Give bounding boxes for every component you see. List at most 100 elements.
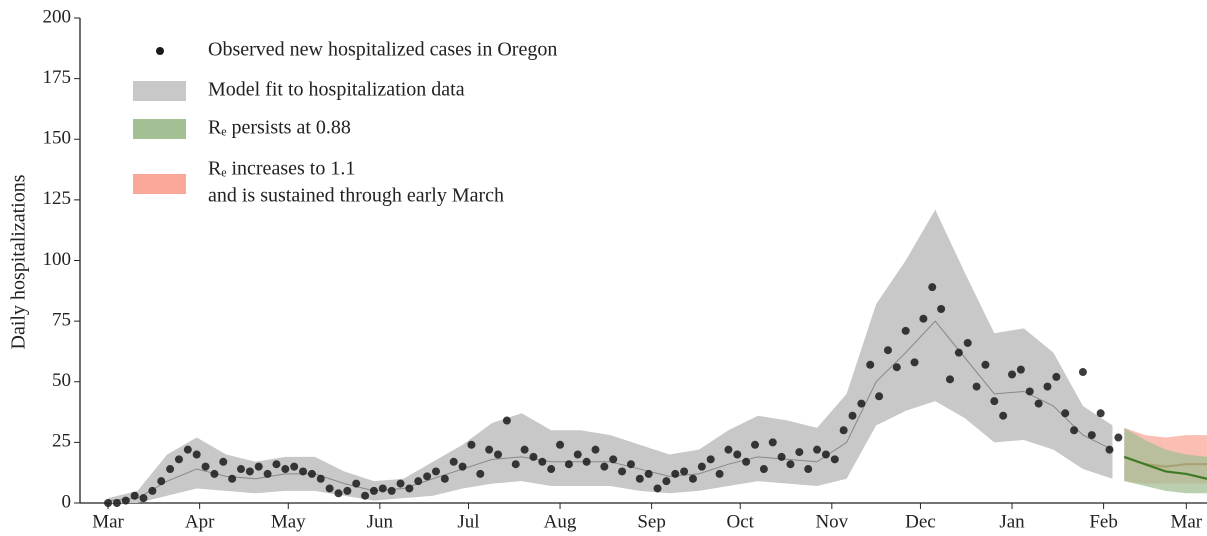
observed-point <box>1016 365 1025 374</box>
y-tick-label: 175 <box>43 67 72 88</box>
x-tick-label: Apr <box>185 511 215 532</box>
observed-point <box>937 305 946 313</box>
observed-point <box>1078 368 1087 377</box>
legend-swatch <box>133 174 186 194</box>
observed-point <box>564 460 573 469</box>
observed-point <box>875 392 884 401</box>
observed-point <box>511 460 520 469</box>
observed-point <box>325 484 334 493</box>
observed-point <box>307 469 316 478</box>
observed-point <box>981 360 990 369</box>
observed-point <box>502 416 511 425</box>
observed-point <box>892 363 901 372</box>
observed-point <box>104 499 113 507</box>
y-tick-label: 100 <box>43 249 72 270</box>
x-tick-label: Nov <box>815 511 848 532</box>
observed-point <box>848 411 857 420</box>
observed-point <box>680 467 689 476</box>
legend-label: Observed new hospitalized cases in Orego… <box>208 39 557 61</box>
observed-point <box>644 469 653 478</box>
observed-point <box>378 484 387 493</box>
band <box>108 209 1113 503</box>
observed-point <box>821 450 830 459</box>
observed-point <box>1043 382 1052 391</box>
observed-point <box>662 477 671 486</box>
y-axis-label: Daily hospitalizations <box>8 174 30 349</box>
observed-point <box>945 375 954 384</box>
observed-point <box>813 445 822 454</box>
y-tick-label: 200 <box>43 6 72 27</box>
observed-point <box>290 462 299 471</box>
observed-point <box>369 486 378 495</box>
observed-point <box>121 496 130 505</box>
observed-point <box>733 450 742 459</box>
x-tick-label: May <box>271 511 306 532</box>
x-tick-label: Aug <box>544 511 577 532</box>
observed-point <box>201 462 210 471</box>
observed-point <box>688 474 697 483</box>
observed-point <box>467 440 476 449</box>
observed-point <box>219 457 228 466</box>
observed-point <box>751 440 760 449</box>
observed-point <box>192 450 201 459</box>
observed-point <box>671 469 680 478</box>
observed-point <box>928 283 937 292</box>
observed-point <box>263 469 272 478</box>
legend-label: Rₑ increases to 1.1 <box>208 158 355 180</box>
observed-point <box>556 440 565 449</box>
observed-point <box>1052 372 1061 381</box>
observed-point <box>591 445 600 454</box>
observed-point <box>431 467 440 476</box>
observed-point <box>759 465 768 474</box>
x-tick-label: Mar <box>92 511 124 532</box>
x-tick-label: Sep <box>637 511 666 532</box>
x-tick-label: Dec <box>905 511 936 532</box>
observed-point <box>352 479 361 488</box>
observed-point <box>653 484 662 493</box>
observed-point <box>485 445 494 454</box>
observed-point <box>228 474 237 483</box>
y-tick-label: 150 <box>43 128 72 149</box>
observed-point <box>1025 387 1034 396</box>
observed-point <box>724 445 733 454</box>
observed-point <box>1114 433 1123 442</box>
observed-point <box>494 450 503 459</box>
x-tick-label: Feb <box>1089 511 1118 532</box>
x-tick-label: Jul <box>457 511 479 532</box>
observed-point <box>343 486 352 495</box>
observed-point <box>387 486 396 495</box>
x-tick-label: Jan <box>999 511 1025 532</box>
observed-point <box>414 477 423 486</box>
observed-point <box>405 484 414 493</box>
legend-swatch <box>133 81 186 101</box>
legend-label: Rₑ persists at 0.88 <box>208 117 351 139</box>
legend-swatch <box>133 119 186 139</box>
band <box>1124 427 1207 494</box>
observed-point <box>148 486 157 495</box>
observed-point <box>919 314 928 323</box>
observed-point <box>423 472 432 481</box>
observed-point <box>618 467 627 476</box>
observed-point <box>1034 399 1043 408</box>
observed-point <box>954 348 963 357</box>
observed-point <box>910 358 919 367</box>
observed-point <box>299 467 308 476</box>
observed-point <box>529 452 538 461</box>
observed-point <box>112 499 121 507</box>
observed-point <box>857 399 866 408</box>
y-tick-label: 25 <box>52 431 71 452</box>
observed-point <box>963 338 972 347</box>
observed-point <box>396 479 405 488</box>
observed-point <box>990 397 999 406</box>
observed-point <box>458 462 467 471</box>
observed-point <box>547 465 556 474</box>
observed-point <box>316 474 325 483</box>
legend-marker <box>156 47 164 55</box>
observed-point <box>538 457 547 466</box>
y-tick-label: 50 <box>52 370 71 391</box>
x-tick-label: Mar <box>1170 511 1202 532</box>
observed-point <box>157 477 166 486</box>
observed-point <box>839 426 848 435</box>
observed-point <box>768 438 777 447</box>
